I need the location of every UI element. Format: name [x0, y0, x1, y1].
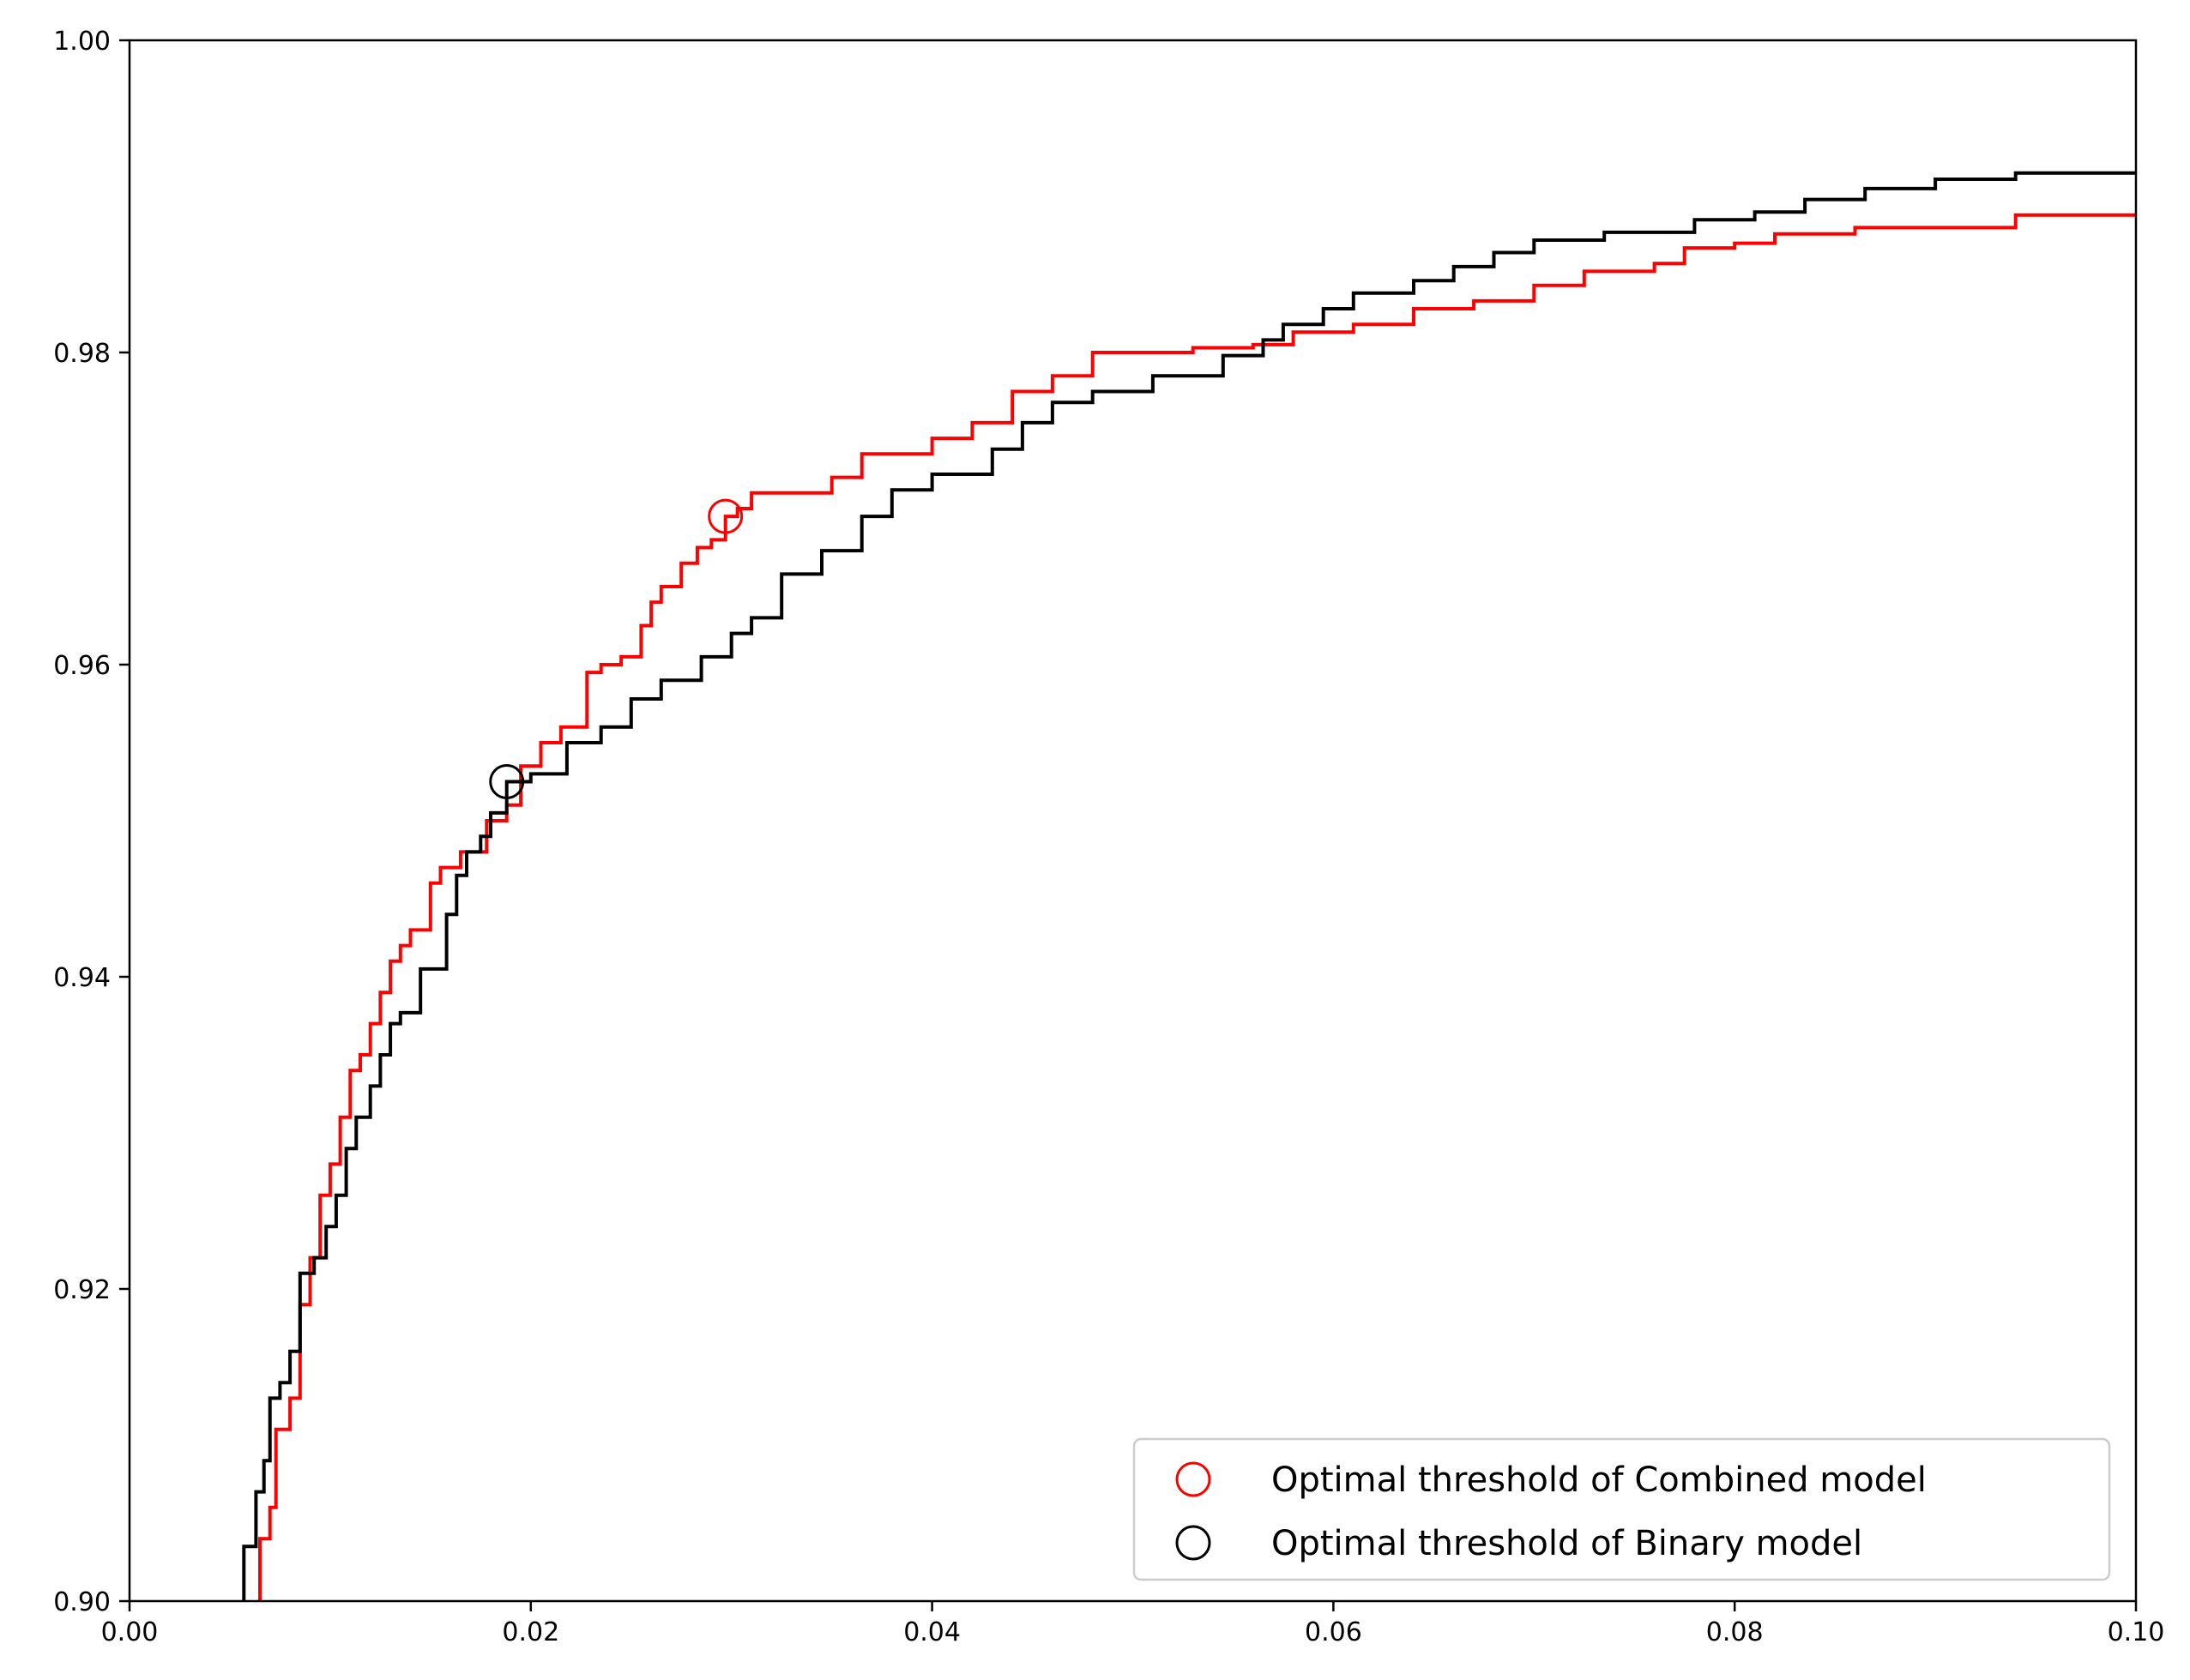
- plot-frame: [128, 39, 2138, 1603]
- y-tick-label: 0.96: [53, 651, 111, 681]
- x-axis: 0.00 0.02 0.04 0.06 0.08 0.10: [101, 1601, 2165, 1647]
- marker-layer: [489, 498, 744, 799]
- legend: Optimal threshold of Combined model Optim…: [1132, 1437, 2111, 1581]
- x-tick-label: 0.08: [1706, 1617, 1764, 1647]
- series-layer: [242, 171, 2136, 1601]
- y-tick-label: 1.00: [53, 27, 111, 57]
- y-axis: 0.90 0.92 0.94 0.96 0.98 1.00: [53, 27, 130, 1617]
- y-tick-label: 0.90: [53, 1587, 111, 1617]
- legend-label-1: Optimal threshold of Combined model: [1271, 1460, 1927, 1500]
- y-tick-label: 0.98: [53, 339, 111, 369]
- legend-marker-2: [1175, 1525, 1211, 1561]
- series-line-1: [258, 213, 2136, 1601]
- legend-marker-1: [1175, 1461, 1211, 1497]
- optimal-threshold-marker-1: [708, 498, 744, 534]
- optimal-threshold-marker-2: [489, 764, 525, 799]
- x-tick-label: 0.00: [101, 1617, 159, 1647]
- y-tick-label: 0.92: [53, 1275, 111, 1305]
- x-tick-label: 0.04: [903, 1617, 961, 1647]
- legend-box: [1132, 1437, 2111, 1581]
- series-line-2: [242, 171, 2136, 1601]
- x-tick-label: 0.02: [502, 1617, 559, 1647]
- x-tick-label: 0.10: [2108, 1617, 2165, 1647]
- y-tick-label: 0.94: [53, 963, 111, 993]
- legend-label-2: Optimal threshold of Binary model: [1271, 1524, 1862, 1563]
- x-tick-label: 0.06: [1305, 1617, 1362, 1647]
